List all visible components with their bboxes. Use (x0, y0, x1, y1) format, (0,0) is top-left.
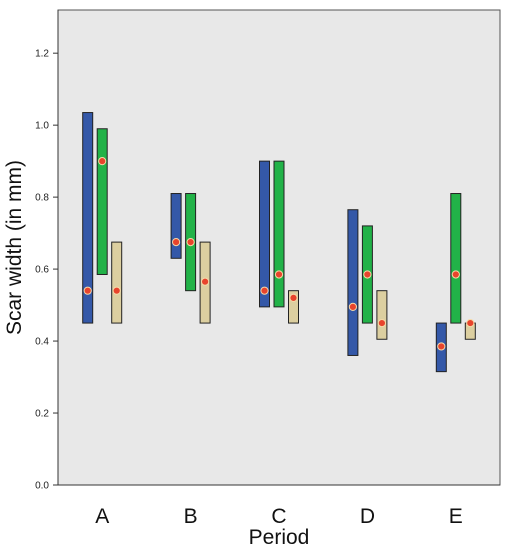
y-tick-label: 0.0 (35, 481, 49, 492)
markers (83, 157, 475, 351)
marker-point (363, 270, 372, 279)
marker-point (112, 286, 121, 295)
marker-point (260, 286, 269, 295)
marker-point (451, 270, 460, 279)
marker-point (172, 238, 181, 247)
range-bar (273, 160, 285, 308)
y-tick-label: 1.0 (35, 121, 49, 132)
range-bar (376, 290, 388, 340)
marker-point (201, 277, 210, 286)
marker-point (186, 238, 195, 247)
y-axis-title: Scar width (in mm) (3, 160, 26, 335)
y-tick-label: 0.8 (35, 193, 49, 204)
y-tick-label: 0.6 (35, 265, 49, 276)
range-bar (170, 193, 182, 259)
marker-point (437, 342, 446, 351)
marker-point (466, 318, 475, 328)
marker-point (98, 157, 107, 166)
y-tick-label: 0.4 (35, 337, 49, 348)
range-bar (96, 128, 108, 275)
x-tick-label: B (184, 505, 198, 528)
x-tick-label: E (449, 505, 463, 528)
x-axis-title: Period (249, 526, 310, 549)
marker-point (83, 286, 92, 295)
range-bar (288, 290, 299, 324)
y-axis: 0.0 0.2 0.4 0.6 0.8 1.0 1.2 (35, 10, 59, 492)
x-tick-label: A (95, 505, 109, 528)
marker-point (274, 270, 284, 279)
range-bar (111, 241, 123, 324)
marker-point (348, 302, 357, 311)
x-axis: A B C D E (58, 484, 500, 528)
range-bar (259, 160, 270, 308)
range-bar (347, 209, 359, 356)
marker-point (289, 293, 298, 302)
range-bar (82, 112, 94, 324)
x-tick-label: C (271, 505, 286, 528)
range-bar (450, 193, 462, 324)
y-tick-label: 1.2 (35, 49, 49, 60)
marker-point (377, 318, 386, 328)
x-tick-label: D (360, 505, 375, 528)
y-tick-label: 0.2 (35, 409, 49, 420)
